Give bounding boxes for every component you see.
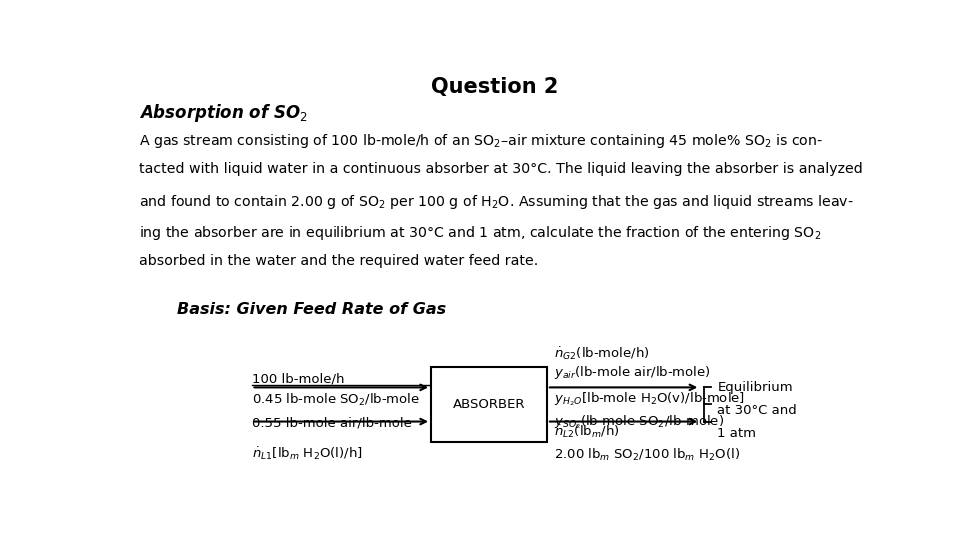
Text: Basis: Given Feed Rate of Gas: Basis: Given Feed Rate of Gas bbox=[177, 301, 446, 317]
Text: Equilibrium: Equilibrium bbox=[717, 381, 793, 394]
Text: at 30°C and: at 30°C and bbox=[717, 404, 797, 417]
Text: A gas stream consisting of 100 lb-mole/h of an SO$_2$–air mixture containing 45 : A gas stream consisting of 100 lb-mole/h… bbox=[139, 132, 823, 150]
Text: and found to contain 2.00 g of SO$_2$ per 100 g of H$_2$O. Assuming that the gas: and found to contain 2.00 g of SO$_2$ pe… bbox=[139, 193, 854, 211]
Text: $\dot{n}_{G2}$(lb-mole/h): $\dot{n}_{G2}$(lb-mole/h) bbox=[554, 345, 649, 361]
Bar bbox=[431, 368, 547, 441]
Text: 100 lb-mole/h: 100 lb-mole/h bbox=[252, 372, 344, 385]
Text: $y_{H_2O}$[lb-mole H$_2$O(v)/lb-mole]: $y_{H_2O}$[lb-mole H$_2$O(v)/lb-mole] bbox=[554, 391, 745, 408]
Text: 1 atm: 1 atm bbox=[717, 426, 757, 440]
Text: 0.45 lb-mole SO$_2$/lb-mole: 0.45 lb-mole SO$_2$/lb-mole bbox=[252, 392, 420, 408]
Text: Question 2: Question 2 bbox=[431, 77, 558, 97]
Text: 0.55 lb-mole air/lb-mole: 0.55 lb-mole air/lb-mole bbox=[252, 416, 411, 429]
Text: $\dot{n}_{L2}$(lb$_m$/h): $\dot{n}_{L2}$(lb$_m$/h) bbox=[554, 424, 620, 440]
Text: ABSORBER: ABSORBER bbox=[453, 398, 525, 411]
Text: $\dot{n}_{L1}$[lb$_m$ H$_2$O(l)/h]: $\dot{n}_{L1}$[lb$_m$ H$_2$O(l)/h] bbox=[252, 445, 362, 462]
Text: tacted with liquid water in a continuous absorber at 30°C. The liquid leaving th: tacted with liquid water in a continuous… bbox=[139, 163, 863, 176]
Text: Absorption of SO$_2$: Absorption of SO$_2$ bbox=[139, 102, 308, 124]
Text: ing the absorber are in equilibrium at 30°C and 1 atm, calculate the fraction of: ing the absorber are in equilibrium at 3… bbox=[139, 224, 821, 241]
Text: absorbed in the water and the required water feed rate.: absorbed in the water and the required w… bbox=[139, 254, 538, 268]
Text: $y_{air}$(lb-mole air/lb-mole): $y_{air}$(lb-mole air/lb-mole) bbox=[554, 364, 711, 381]
Text: 2.00 lb$_m$ SO$_2$/100 lb$_m$ H$_2$O(l): 2.00 lb$_m$ SO$_2$/100 lb$_m$ H$_2$O(l) bbox=[554, 447, 740, 463]
Text: $y_{SO_2}$(lb-mole SO$_2$/lb-mole): $y_{SO_2}$(lb-mole SO$_2$/lb-mole) bbox=[554, 414, 725, 431]
